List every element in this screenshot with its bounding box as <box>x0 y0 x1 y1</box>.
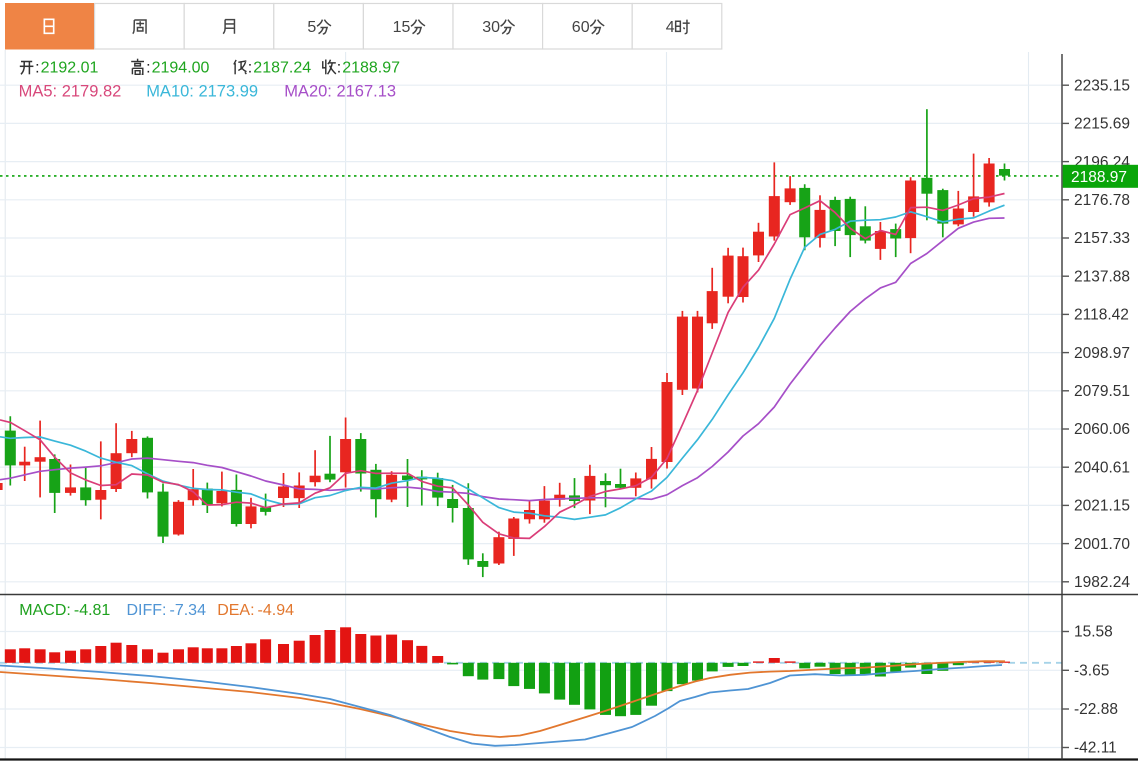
svg-text:2137.88: 2137.88 <box>1074 268 1130 285</box>
svg-text:2118.42: 2118.42 <box>1074 307 1129 324</box>
svg-text:2188.97: 2188.97 <box>1071 169 1127 186</box>
svg-text:DIFF:-7.34: DIFF: -7.34 <box>127 602 207 619</box>
svg-text::: : <box>337 59 341 76</box>
svg-text:2176.78: 2176.78 <box>1074 192 1130 209</box>
svg-text:2040.61: 2040.61 <box>1074 459 1130 476</box>
svg-text:MACD:-4.81: MACD: -4.81 <box>19 602 110 619</box>
svg-text:15.58: 15.58 <box>1074 624 1113 641</box>
svg-text:2098.97: 2098.97 <box>1074 345 1130 362</box>
svg-text:2001.70: 2001.70 <box>1074 536 1130 553</box>
svg-text:-3.65: -3.65 <box>1074 663 1109 680</box>
svg-text:2021.15: 2021.15 <box>1074 498 1130 515</box>
svg-text::: : <box>146 59 150 76</box>
svg-text::: : <box>248 59 252 76</box>
svg-text:4: 4 <box>666 19 675 36</box>
svg-text:15: 15 <box>393 19 411 36</box>
svg-text:30: 30 <box>482 19 500 36</box>
svg-text:-42.11: -42.11 <box>1074 740 1117 757</box>
svg-text:2215.69: 2215.69 <box>1074 116 1130 133</box>
svg-text:MA20: 2167.13: MA20: 2167.13 <box>284 82 396 100</box>
svg-text:MA10: 2173.99: MA10: 2173.99 <box>146 82 258 100</box>
svg-text:2079.51: 2079.51 <box>1074 383 1130 400</box>
svg-text:2192.01: 2192.01 <box>41 59 99 76</box>
svg-text:MA5: 2179.82: MA5: 2179.82 <box>19 82 122 100</box>
svg-text:2235.15: 2235.15 <box>1074 77 1130 94</box>
svg-text:5: 5 <box>307 19 316 36</box>
svg-text:2060.06: 2060.06 <box>1074 421 1130 438</box>
svg-text:2187.24: 2187.24 <box>253 59 311 76</box>
svg-text:2194.00: 2194.00 <box>152 59 210 76</box>
svg-text:2157.33: 2157.33 <box>1074 230 1130 247</box>
svg-text::: : <box>35 59 39 76</box>
svg-text:-22.88: -22.88 <box>1074 701 1118 718</box>
svg-text:2188.97: 2188.97 <box>342 59 400 76</box>
svg-text:60: 60 <box>572 19 590 36</box>
svg-text:1982.24: 1982.24 <box>1074 574 1130 591</box>
